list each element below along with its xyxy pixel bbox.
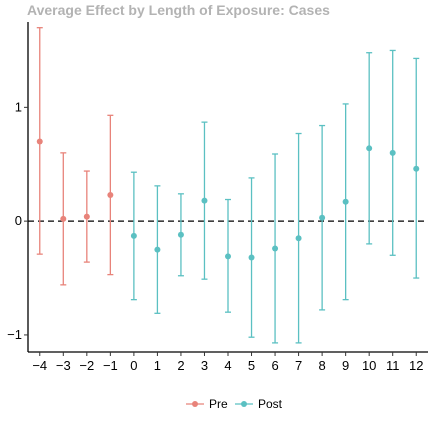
- post-point: [154, 246, 161, 253]
- post-point: [272, 245, 279, 252]
- y-tick-label: −1: [7, 327, 22, 342]
- x-tick-label: 4: [224, 358, 231, 373]
- post-point: [130, 232, 137, 239]
- x-tick-label: 9: [342, 358, 349, 373]
- x-tick-label: 1: [154, 358, 161, 373]
- axes: −101−4 −3 −2 −1 0 1 2 3 4 5 6 7 8 9 10 11 12: [7, 22, 428, 373]
- legend-pre-marker: [192, 401, 198, 407]
- chart-title: Average Effect by Length of Exposure: Ca…: [27, 2, 330, 18]
- x-tick-label: 6: [271, 358, 278, 373]
- y-tick-label: 1: [15, 99, 22, 114]
- x-tick-label: −1: [103, 358, 118, 373]
- x-tick-label: −2: [79, 358, 94, 373]
- post-point: [225, 253, 231, 260]
- x-tick-label: 11: [386, 358, 400, 373]
- legend: Pre Post: [186, 397, 283, 411]
- post-point: [295, 235, 302, 242]
- y-tick-label: 0: [15, 213, 22, 228]
- legend-post-label: Post: [258, 397, 283, 411]
- legend-pre-label: Pre: [209, 397, 228, 411]
- post-point: [366, 145, 373, 152]
- x-tick-label: 0: [130, 358, 137, 373]
- x-tick-label: −4: [32, 358, 47, 373]
- x-tick-label: 2: [177, 358, 184, 373]
- post-point: [342, 198, 349, 205]
- pre-point: [60, 215, 67, 222]
- x-tick-label: 8: [319, 358, 326, 373]
- legend-post-marker: [241, 401, 247, 407]
- post-point: [177, 231, 184, 238]
- x-tick-label: 5: [248, 358, 255, 373]
- pre-point: [36, 138, 43, 145]
- post-point: [319, 214, 326, 221]
- x-tick-label: −3: [56, 358, 71, 373]
- post-point: [248, 254, 255, 261]
- pre-point: [83, 213, 90, 220]
- x-tick-label: 12: [409, 358, 423, 373]
- pre-point: [107, 191, 114, 198]
- x-tick-label: 10: [362, 358, 376, 373]
- x-tick-label: 3: [201, 358, 208, 373]
- x-tick-label: 7: [295, 358, 302, 373]
- post-point: [413, 165, 420, 172]
- post-point: [389, 149, 396, 156]
- post-point: [201, 197, 208, 204]
- plot-area: [28, 27, 428, 344]
